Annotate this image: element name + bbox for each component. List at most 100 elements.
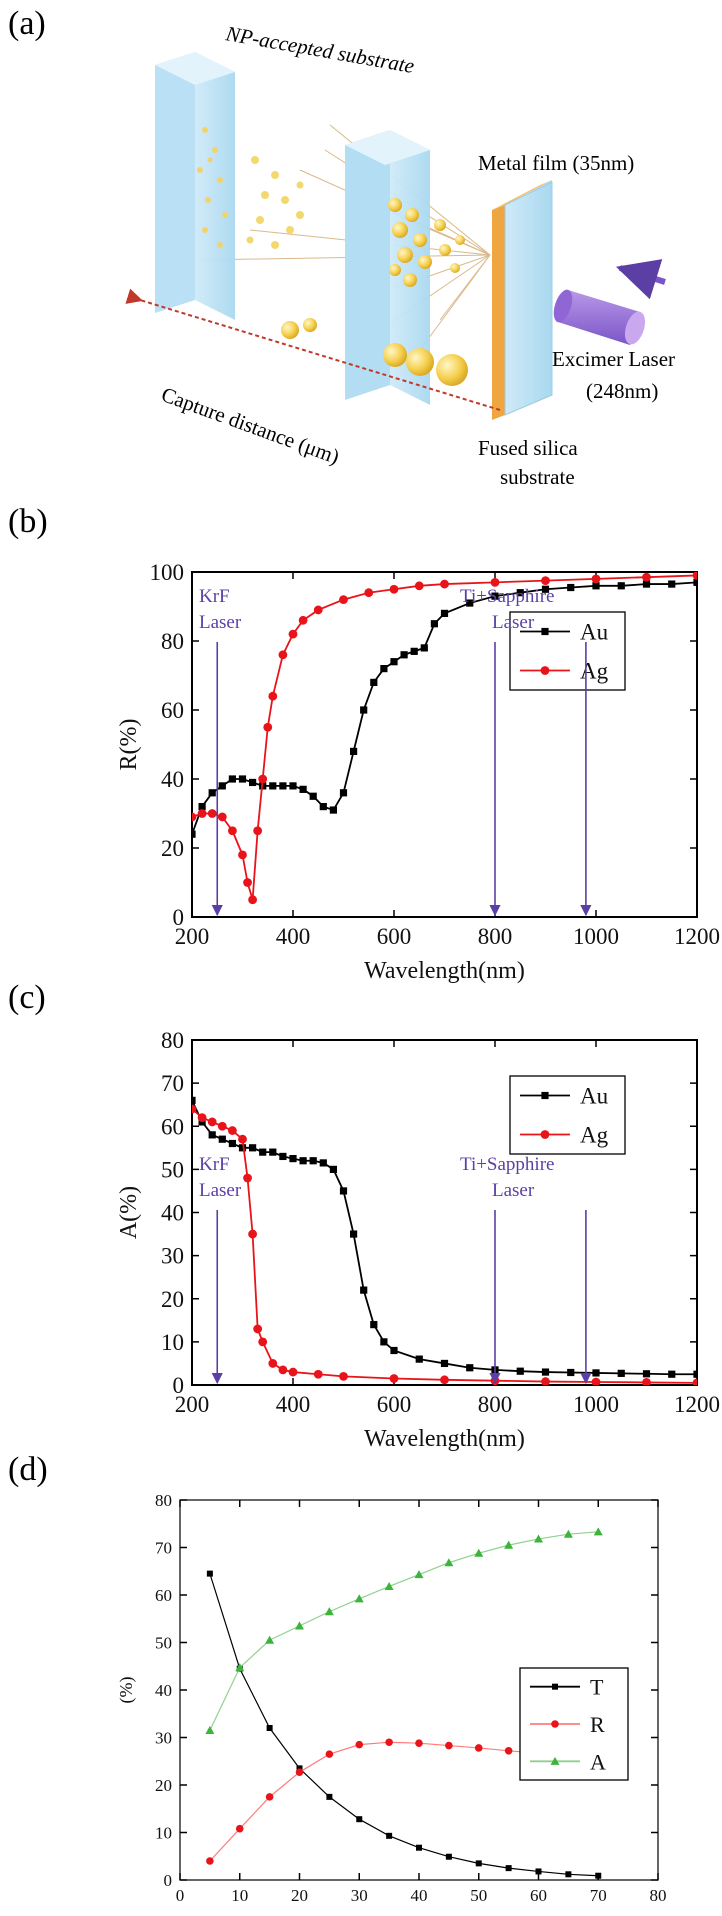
- data-point: [339, 595, 348, 604]
- data-point: [228, 775, 236, 783]
- x-axis-label: Wavelength(nm): [364, 1426, 525, 1452]
- data-point: [324, 1607, 334, 1616]
- data-point: [440, 1359, 449, 1368]
- np-settled: [303, 318, 317, 332]
- data-point: [289, 1154, 297, 1163]
- np-settled-large: [406, 348, 434, 376]
- x-tick-label: 50: [470, 1886, 487, 1905]
- data-point: [228, 1139, 236, 1148]
- y-tick-label: 40: [161, 767, 184, 792]
- panel-a-label: (a): [8, 5, 46, 42]
- data-point: [208, 789, 216, 797]
- substrate-near: [345, 130, 430, 405]
- data-point: [567, 583, 575, 592]
- data-point: [466, 1364, 474, 1372]
- series-line: [209, 1573, 599, 1877]
- y-tick-label: 70: [161, 1071, 184, 1096]
- data-point: [592, 582, 600, 590]
- data-point: [339, 789, 348, 797]
- data-point: [208, 1131, 216, 1139]
- legend-label: Au: [580, 620, 609, 645]
- metal-film-label: Metal film (35nm): [478, 151, 634, 175]
- data-point: [309, 1157, 317, 1165]
- data-point: [541, 1377, 550, 1385]
- np-scatter-far: [197, 127, 228, 248]
- capture-distance-label: Capture distance (μm): [158, 382, 342, 469]
- x-tick-label: 1000: [573, 924, 619, 949]
- laser-label: Excimer Laser: [552, 347, 675, 371]
- data-point: [238, 850, 247, 860]
- data-point: [295, 1768, 304, 1776]
- legend-label: A: [590, 1749, 606, 1774]
- y-tick-label: 0: [173, 905, 185, 930]
- data-point: [295, 1621, 304, 1630]
- y-tick-label: 60: [161, 698, 184, 723]
- data-point: [249, 778, 257, 787]
- data-point: [217, 812, 227, 822]
- data-point: [258, 774, 268, 784]
- x-tick-label: 80: [650, 1886, 667, 1905]
- y-tick-label: 20: [161, 836, 184, 861]
- data-point: [444, 1558, 454, 1567]
- y-axis-label: A(%): [116, 1186, 142, 1239]
- laser-direction-arrow: [615, 259, 666, 300]
- data-point: [268, 691, 278, 701]
- series-line: [192, 1108, 697, 1384]
- legend: TRA: [519, 1667, 629, 1781]
- data-point: [278, 1365, 288, 1375]
- data-point: [410, 647, 418, 655]
- y-tick-label: 0: [164, 1871, 173, 1890]
- annotation-text: Laser: [199, 1180, 242, 1201]
- data-point: [268, 1359, 278, 1368]
- data-point: [516, 1367, 524, 1375]
- series-line: [209, 1531, 599, 1731]
- x-tick-label: 200: [175, 924, 210, 949]
- data-point: [541, 576, 550, 586]
- data-point: [693, 578, 697, 586]
- data-point: [243, 878, 252, 887]
- data-point: [356, 1816, 363, 1823]
- data-point: [445, 1853, 452, 1860]
- data-point: [298, 615, 308, 625]
- annotation-text: Laser: [492, 1180, 535, 1201]
- data-point: [319, 803, 327, 811]
- x-tick-label: 800: [478, 924, 513, 949]
- data-point: [266, 1725, 273, 1731]
- data-point: [390, 1346, 398, 1355]
- y-tick-label: 20: [161, 1287, 184, 1312]
- x-tick-label: 10: [231, 1886, 248, 1905]
- x-axis-label: Thickness of Au film(nm): [325, 1913, 512, 1916]
- data-point: [420, 644, 428, 652]
- data-point: [248, 895, 257, 905]
- data-point: [400, 651, 408, 659]
- data-point: [430, 620, 438, 628]
- data-point: [269, 1148, 277, 1156]
- legend-label: Ag: [580, 659, 609, 684]
- data-point: [541, 627, 549, 636]
- data-point: [563, 1529, 573, 1538]
- data-point: [490, 577, 500, 587]
- data-point: [541, 1368, 550, 1376]
- data-point: [263, 722, 273, 732]
- x-tick-label: 20: [291, 1886, 308, 1905]
- x-tick-label: 1000: [573, 1392, 619, 1417]
- data-point: [364, 588, 374, 598]
- annotation-text: Laser: [492, 612, 535, 633]
- data-point: [591, 574, 601, 584]
- laser-annotation: Ti+Sapphire Laser: [460, 586, 592, 917]
- data-point: [516, 589, 524, 597]
- x-tick-label: 200: [175, 1392, 210, 1417]
- data-point: [296, 1765, 303, 1772]
- np-cluster: [388, 198, 465, 287]
- data-point: [265, 1635, 275, 1644]
- data-point: [384, 1581, 394, 1591]
- x-tick-label: 30: [351, 1886, 368, 1905]
- data-point: [591, 1377, 601, 1385]
- annotation-text: Ti+Sapphire: [460, 1154, 554, 1175]
- data-point: [475, 1860, 482, 1867]
- data-point: [269, 782, 277, 790]
- y-tick-label: 10: [155, 1823, 172, 1842]
- data-point: [329, 806, 337, 814]
- y-tick-label: 10: [161, 1330, 184, 1355]
